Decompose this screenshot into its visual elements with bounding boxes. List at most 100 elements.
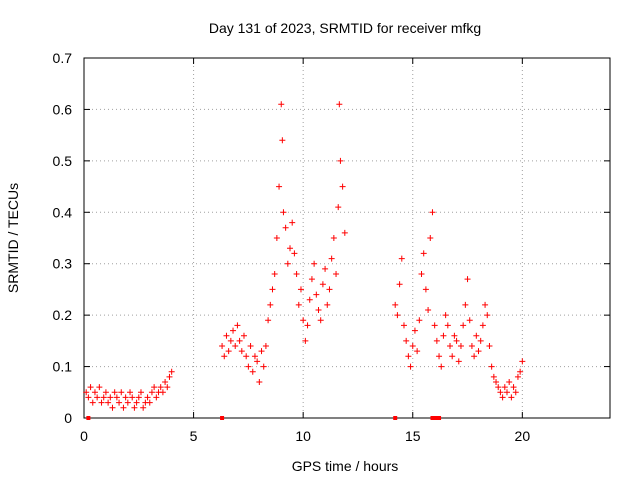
data-point	[133, 399, 140, 406]
data-point	[405, 353, 412, 360]
data-point	[508, 394, 515, 401]
data-point	[291, 250, 298, 257]
data-point	[453, 337, 460, 344]
data-point	[427, 235, 434, 241]
data-point	[273, 235, 280, 241]
data-point	[486, 343, 493, 349]
data-point	[267, 301, 274, 308]
data-point	[418, 271, 425, 277]
data-point	[420, 250, 427, 257]
data-point	[319, 281, 326, 288]
data-point	[333, 271, 340, 277]
data-point	[157, 384, 164, 391]
data-point	[503, 389, 510, 396]
data-point	[258, 348, 265, 355]
data-point	[440, 332, 447, 339]
data-point	[394, 312, 401, 319]
data-point	[300, 317, 307, 324]
data-point	[146, 399, 153, 406]
data-point	[236, 337, 243, 344]
data-point	[455, 358, 462, 365]
data-point	[490, 373, 497, 380]
gap-marker	[434, 416, 439, 420]
gap-marker	[430, 416, 435, 420]
data-point	[409, 343, 416, 349]
gap-marker	[220, 416, 225, 420]
data-point	[433, 337, 440, 344]
data-point	[109, 404, 116, 411]
data-point	[280, 209, 287, 216]
data-point	[223, 332, 230, 339]
data-point	[287, 245, 294, 252]
data-point	[227, 337, 234, 344]
y-tick-label: 0.7	[53, 50, 73, 66]
x-tick-label: 15	[405, 428, 421, 444]
x-tick-label: 10	[295, 428, 311, 444]
data-point	[335, 204, 342, 211]
data-point	[107, 394, 114, 401]
data-points	[83, 101, 526, 411]
data-point	[460, 322, 467, 329]
data-point	[219, 343, 226, 349]
y-tick-label: 0	[64, 410, 72, 426]
data-point	[414, 348, 421, 355]
data-point	[457, 343, 464, 349]
data-point	[466, 317, 473, 324]
data-point	[449, 353, 456, 360]
data-point	[304, 322, 311, 329]
data-point	[129, 394, 136, 401]
data-point	[240, 332, 247, 339]
data-point	[282, 224, 289, 231]
data-point	[144, 394, 151, 401]
data-point	[153, 394, 160, 401]
gap-marker	[432, 416, 437, 420]
data-point	[83, 389, 90, 396]
data-point	[497, 389, 504, 396]
data-point	[289, 219, 296, 226]
data-point	[337, 157, 344, 164]
data-point	[336, 101, 343, 108]
data-point	[493, 379, 500, 385]
data-point	[499, 394, 506, 401]
data-point	[411, 327, 418, 334]
data-point	[221, 353, 228, 360]
data-point	[245, 363, 252, 370]
data-point	[168, 368, 175, 375]
gap-marker	[86, 416, 91, 420]
data-point	[89, 399, 96, 406]
x-tick-label: 20	[515, 428, 531, 444]
data-point	[118, 389, 125, 396]
data-point	[151, 384, 158, 391]
data-point	[159, 389, 166, 396]
data-point	[122, 394, 129, 401]
data-point	[392, 301, 399, 308]
data-point	[162, 379, 169, 385]
data-point	[477, 337, 484, 344]
data-point	[317, 317, 324, 324]
data-point	[328, 255, 335, 262]
data-point	[135, 394, 142, 401]
data-point	[326, 286, 333, 293]
data-point	[495, 384, 502, 391]
y-tick-label: 0.4	[53, 204, 73, 220]
data-point	[284, 260, 291, 267]
data-point	[407, 363, 414, 370]
y-tick-label: 0.2	[53, 307, 73, 323]
data-point	[396, 281, 403, 288]
data-point	[276, 183, 283, 190]
data-point	[398, 255, 405, 262]
x-tick-labels: 0 5 10 15 20	[80, 428, 530, 444]
data-point	[105, 399, 112, 406]
data-point	[400, 322, 407, 329]
data-point	[295, 301, 302, 308]
gap-markers	[86, 416, 442, 420]
data-point	[422, 286, 429, 293]
data-point	[471, 353, 478, 360]
data-point	[137, 389, 144, 396]
data-point	[302, 337, 309, 344]
grid	[84, 58, 610, 418]
data-point	[96, 384, 103, 391]
data-point	[425, 307, 432, 313]
data-point	[506, 379, 513, 385]
